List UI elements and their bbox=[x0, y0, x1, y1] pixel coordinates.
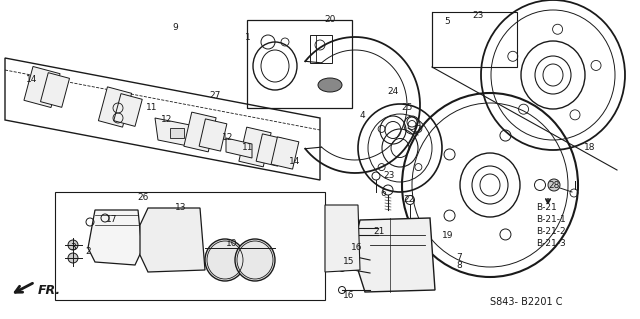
Polygon shape bbox=[99, 87, 132, 127]
Text: 15: 15 bbox=[343, 257, 355, 266]
Polygon shape bbox=[114, 94, 142, 126]
Circle shape bbox=[68, 240, 78, 250]
Polygon shape bbox=[271, 137, 299, 169]
Bar bbox=[310, 35, 332, 63]
Text: 21: 21 bbox=[373, 227, 385, 236]
Circle shape bbox=[548, 179, 560, 191]
Text: 11: 11 bbox=[243, 144, 253, 152]
Polygon shape bbox=[355, 218, 435, 292]
Text: 3: 3 bbox=[70, 242, 76, 251]
Text: 12: 12 bbox=[161, 115, 173, 124]
Bar bbox=[247, 20, 352, 108]
Text: 17: 17 bbox=[106, 216, 118, 225]
Bar bbox=[55, 192, 325, 300]
Text: 11: 11 bbox=[147, 103, 157, 113]
Text: B-21: B-21 bbox=[536, 204, 557, 212]
Polygon shape bbox=[24, 66, 60, 108]
Text: B-21-1: B-21-1 bbox=[536, 216, 566, 225]
Text: 20: 20 bbox=[324, 16, 336, 25]
Polygon shape bbox=[256, 134, 284, 166]
Text: FR.: FR. bbox=[38, 284, 61, 296]
Polygon shape bbox=[239, 127, 271, 167]
Text: 19: 19 bbox=[442, 232, 454, 241]
Bar bbox=[170, 128, 184, 138]
Text: 18: 18 bbox=[584, 144, 596, 152]
Text: 1: 1 bbox=[245, 33, 251, 42]
Text: 7: 7 bbox=[456, 253, 462, 262]
Text: 14: 14 bbox=[289, 158, 301, 167]
Polygon shape bbox=[40, 73, 70, 107]
Text: 24: 24 bbox=[387, 86, 399, 95]
Text: 13: 13 bbox=[175, 204, 187, 212]
Ellipse shape bbox=[318, 78, 342, 92]
Text: 5: 5 bbox=[444, 18, 450, 26]
Polygon shape bbox=[325, 205, 360, 272]
Text: 8: 8 bbox=[456, 262, 462, 271]
Polygon shape bbox=[226, 138, 252, 158]
Text: 26: 26 bbox=[138, 194, 148, 203]
Text: 2: 2 bbox=[85, 248, 91, 256]
Text: 28: 28 bbox=[548, 182, 560, 190]
Text: 23: 23 bbox=[472, 11, 484, 19]
Text: B-21-3: B-21-3 bbox=[536, 240, 566, 249]
Bar bbox=[432, 12, 517, 67]
Text: 9: 9 bbox=[172, 24, 178, 33]
Circle shape bbox=[68, 253, 78, 263]
Text: 16: 16 bbox=[343, 291, 355, 300]
Text: 25: 25 bbox=[401, 103, 413, 113]
Text: 10: 10 bbox=[227, 239, 237, 248]
Text: S843- B2201 C: S843- B2201 C bbox=[490, 297, 563, 307]
Polygon shape bbox=[199, 119, 227, 151]
Text: 27: 27 bbox=[209, 91, 221, 100]
Polygon shape bbox=[184, 112, 216, 152]
Text: 4: 4 bbox=[359, 110, 365, 120]
Text: 14: 14 bbox=[26, 76, 38, 85]
Polygon shape bbox=[88, 210, 142, 265]
Text: B-21-2: B-21-2 bbox=[536, 227, 566, 236]
Ellipse shape bbox=[235, 239, 275, 281]
Polygon shape bbox=[140, 208, 205, 272]
Text: 16: 16 bbox=[351, 243, 363, 253]
Polygon shape bbox=[155, 118, 198, 148]
Text: 23: 23 bbox=[383, 170, 395, 180]
Text: 12: 12 bbox=[222, 133, 234, 143]
Ellipse shape bbox=[205, 239, 245, 281]
Text: 6: 6 bbox=[380, 189, 386, 197]
Text: 22: 22 bbox=[403, 196, 415, 204]
